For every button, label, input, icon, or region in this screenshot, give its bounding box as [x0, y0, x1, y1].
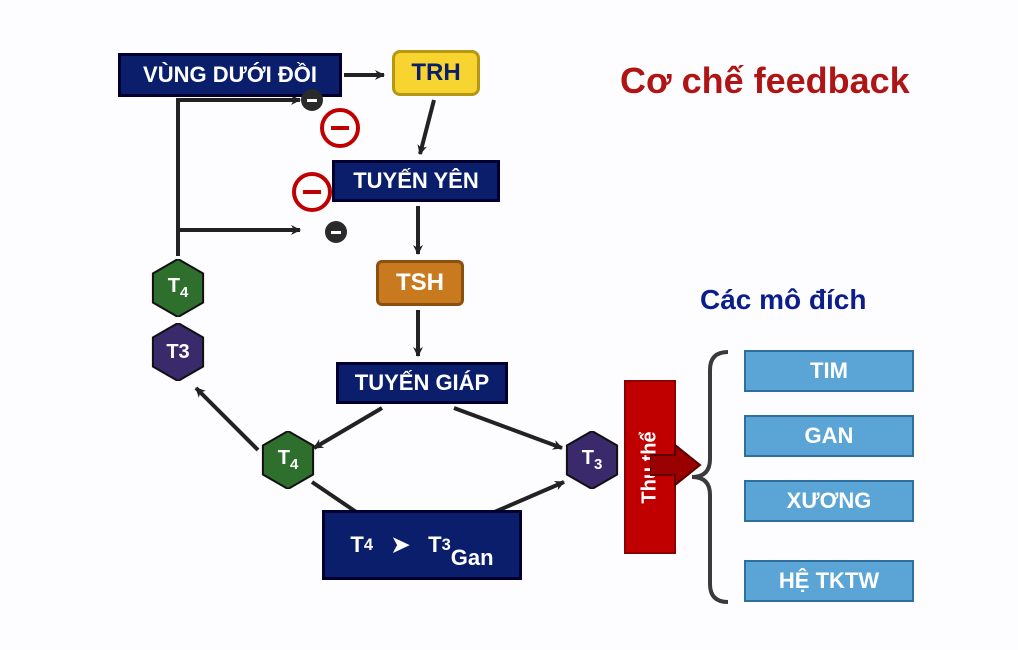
hex-t4_mid: T4 — [259, 431, 317, 489]
minus-m1 — [320, 108, 360, 148]
main-title: Cơ chế feedback — [620, 60, 910, 102]
node-thyroid: TUYẾN GIÁP — [336, 362, 508, 404]
receptor-arrow-icon — [650, 440, 710, 490]
main-title-text: Cơ chế feedback — [620, 60, 910, 101]
target-box-3: HỆ TKTW — [744, 560, 914, 602]
targets-title: Các mô đích — [700, 284, 866, 316]
node-liver: T4 ➤ T3Gan — [322, 510, 522, 580]
node-trh: TRH — [392, 50, 480, 96]
target-box-2: XƯƠNG — [744, 480, 914, 522]
diagram-stage: { "titles": { "main": "Cơ chế feedback",… — [0, 0, 1018, 650]
minus-m2 — [292, 172, 332, 212]
target-box-0: TIM — [744, 350, 914, 392]
small-minus-s1 — [301, 89, 323, 111]
hex-t3_left: T3 — [149, 323, 207, 381]
hex-t3_right: T3 — [563, 431, 621, 489]
target-box-1: GAN — [744, 415, 914, 457]
small-minus-s2 — [325, 221, 347, 243]
node-tsh: TSH — [376, 260, 464, 306]
node-pituitary: TUYẾN YÊN — [332, 160, 500, 202]
targets-title-text: Các mô đích — [700, 284, 866, 315]
hex-t4_left: T4 — [149, 259, 207, 317]
